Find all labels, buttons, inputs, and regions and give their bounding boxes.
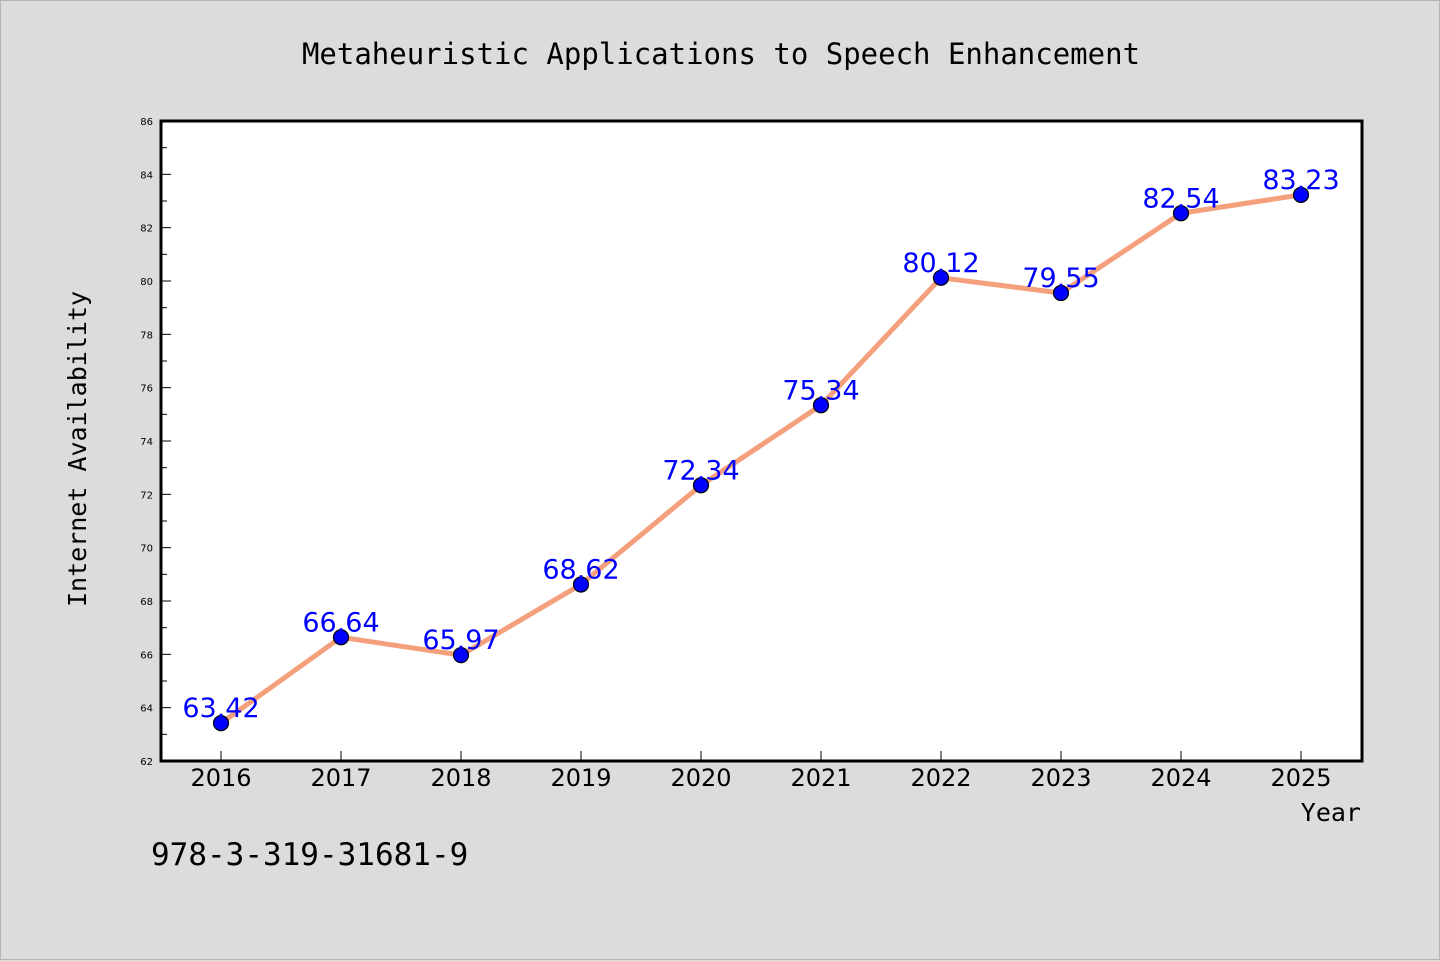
data-point-marker <box>812 397 830 414</box>
chart-title: Metaheuristic Applications to Speech Enh… <box>302 37 1140 71</box>
y-tick-label: 84 <box>140 170 153 181</box>
data-label: 82.54 <box>1142 183 1219 214</box>
y-tick-label: 68 <box>140 597 153 608</box>
x-tick-label: 2023 <box>1030 764 1091 792</box>
x-axis-label: Year <box>1301 798 1361 827</box>
y-tick-label: 62 <box>140 757 153 768</box>
y-tick-label: 80 <box>140 277 153 288</box>
y-tick-label: 70 <box>140 544 153 555</box>
data-point-marker <box>572 576 590 593</box>
x-tick-label: 2016 <box>190 764 251 792</box>
x-tick-label: 2025 <box>1270 764 1331 792</box>
data-label: 63.42 <box>182 693 259 724</box>
data-label: 75.34 <box>782 375 859 406</box>
y-tick-label: 82 <box>140 224 153 235</box>
x-tick-label: 2017 <box>310 764 371 792</box>
x-tick-label: 2022 <box>910 764 971 792</box>
data-label: 68.62 <box>542 554 619 585</box>
series-line <box>218 192 1304 726</box>
data-label: 80.12 <box>902 248 979 279</box>
y-tick-label: 66 <box>140 650 153 661</box>
data-label: 79.55 <box>1022 263 1099 294</box>
x-tick-label: 2019 <box>550 764 611 792</box>
x-tick-label: 2020 <box>670 764 731 792</box>
y-tick-label: 72 <box>140 490 153 501</box>
isbn-annotation: 978-3-319-31681-9 <box>151 837 468 873</box>
y-tick-label: 76 <box>140 384 153 395</box>
data-point-marker <box>932 269 950 286</box>
data-point-marker <box>1292 186 1310 203</box>
y-tick-label: 64 <box>140 704 153 715</box>
data-point-marker <box>1172 205 1190 222</box>
y-tick-label: 78 <box>140 330 153 341</box>
data-point-marker <box>692 477 710 494</box>
data-label: 83.23 <box>1262 165 1339 196</box>
plot-frame <box>159 119 1364 763</box>
data-point-marker <box>1052 284 1070 302</box>
x-tick-label: 2024 <box>1150 764 1211 792</box>
x-tick-label: 2021 <box>790 764 851 792</box>
y-axis-ticks: 62 64 66 68 70 72 74 76 78 80 82 84 86 <box>140 117 171 768</box>
data-point-marker <box>452 647 470 664</box>
y-tick-label: 86 <box>140 117 153 128</box>
y-axis-label: Internet Availability <box>63 291 92 607</box>
data-label: 65.97 <box>422 625 499 656</box>
series-line-group: 63.42 66.64 65.97 68.62 72.34 75.34 80.12 79.55… <box>182 165 1340 732</box>
x-axis-ticks: 2016 2017 2018 2019 2020 2021 2022 2023 2024 2025 <box>190 751 1332 792</box>
y-tick-label: 74 <box>140 437 153 448</box>
data-label: 66.64 <box>302 607 379 638</box>
data-point-marker <box>332 629 350 646</box>
data-point-marker <box>212 715 230 732</box>
data-label: 72.34 <box>662 455 739 486</box>
x-tick-label: 2018 <box>430 764 491 792</box>
